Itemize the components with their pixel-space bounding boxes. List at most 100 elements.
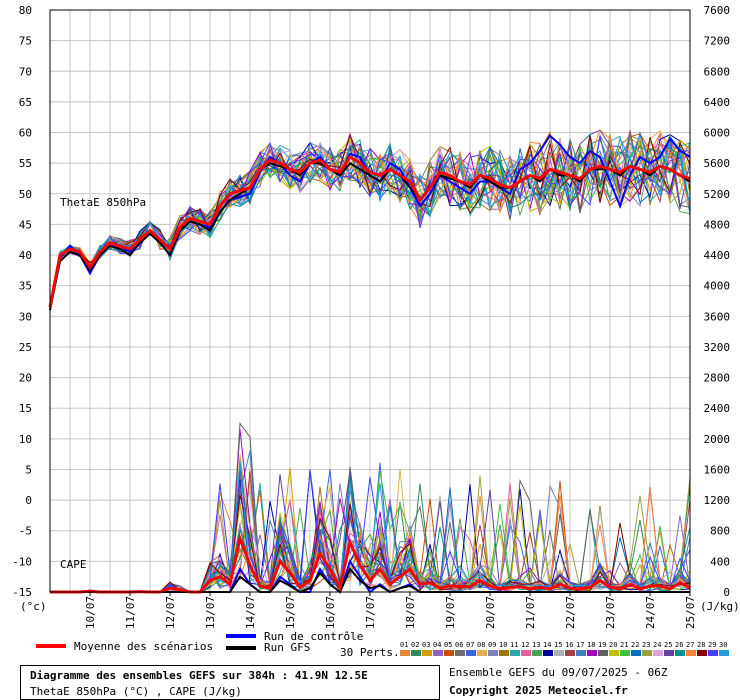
x-tick-label: 19/07	[444, 596, 457, 629]
x-tick-label: 16/07	[324, 596, 337, 629]
chart-subtitle: ThetaE 850hPa (°C) , CAPE (J/kg)	[30, 685, 242, 698]
pert-swatch	[543, 650, 553, 656]
left-tick-label: 50	[19, 188, 32, 201]
pert-swatch	[422, 650, 432, 656]
pert-number: 24	[653, 641, 661, 649]
right-tick-label: 3200	[704, 341, 731, 354]
pert-swatch	[653, 650, 663, 656]
pert-number: 28	[697, 641, 705, 649]
left-tick-label: 35	[19, 280, 32, 293]
pert-swatch	[609, 650, 619, 656]
x-tick-label: 10/07	[84, 596, 97, 629]
x-tick-label: 17/07	[364, 596, 377, 629]
pert-swatch	[576, 650, 586, 656]
x-tick-label: 20/07	[484, 596, 497, 629]
pert-swatch	[675, 650, 685, 656]
pert-number: 14	[543, 641, 551, 649]
left-tick-label: -5	[19, 525, 32, 538]
right-tick-label: 2800	[704, 372, 731, 385]
legend-gfs-label: Run GFS	[264, 641, 310, 654]
left-axis-unit: (°c)	[20, 600, 47, 613]
pert-swatch	[444, 650, 454, 656]
pert-swatch	[642, 650, 652, 656]
pert-swatch	[554, 650, 564, 656]
x-tick-label: 18/07	[404, 596, 417, 629]
left-tick-label: -15	[12, 586, 32, 599]
right-tick-label: 6800	[704, 65, 731, 78]
right-tick-label: 5600	[704, 157, 731, 170]
right-tick-label: 4000	[704, 280, 731, 293]
pert-swatch	[686, 650, 696, 656]
pert-swatch	[719, 650, 729, 656]
pert-number: 07	[466, 641, 474, 649]
date-tick-labels: 10/07 11/07 12/07 13/07 14/07 15/07 16/07 17/07…	[84, 592, 697, 629]
left-tick-label: 20	[19, 372, 32, 385]
left-tick-label: 10	[19, 433, 32, 446]
left-tick-label: 15	[19, 402, 32, 415]
left-tick-label: 70	[19, 65, 32, 78]
x-tick-label: 11/07	[124, 596, 137, 629]
right-tick-label: 0	[723, 586, 730, 599]
legend-mean-label: Moyenne des scénarios	[74, 640, 213, 653]
pert-number: 29	[708, 641, 716, 649]
pert-swatch	[532, 650, 542, 656]
pert-swatch	[664, 650, 674, 656]
right-tick-label: 2400	[704, 402, 731, 415]
pert-swatch	[433, 650, 443, 656]
right-tick-label: 3600	[704, 310, 731, 323]
legend-control-label: Run de contrôle	[264, 630, 363, 643]
pert-number: 30	[719, 641, 727, 649]
left-tick-label: 75	[19, 35, 32, 48]
pert-swatch	[631, 650, 641, 656]
pert-number: 18	[587, 641, 595, 649]
x-tick-label: 21/07	[524, 596, 537, 629]
x-tick-label: 12/07	[164, 596, 177, 629]
pert-swatch	[477, 650, 487, 656]
x-tick-label: 22/07	[564, 596, 577, 629]
ensemble-run-info: Ensemble GEFS du 09/07/2025 - 06Z	[449, 666, 668, 679]
right-tick-label: 6000	[704, 127, 731, 140]
right-tick-label: 2000	[704, 433, 731, 446]
left-tick-label: 80	[19, 4, 32, 17]
pert-number: 17	[576, 641, 584, 649]
pert-swatch	[708, 650, 718, 656]
pert-number: 19	[598, 641, 606, 649]
left-tick-label: 0	[25, 494, 32, 507]
pert-number: 04	[433, 641, 441, 649]
x-tick-label: 13/07	[204, 596, 217, 629]
left-tick-label: 5	[25, 463, 32, 476]
left-tick-label: 60	[19, 127, 32, 140]
legend-perts-label: 30 Perts.	[340, 646, 400, 659]
legend: Moyenne des scénarios Run de contrôle Ru…	[36, 630, 729, 659]
pert-number: 22	[631, 641, 639, 649]
right-tick-label: 400	[710, 555, 730, 568]
x-tick-label: 23/07	[604, 596, 617, 629]
left-tick-label: 30	[19, 310, 32, 323]
right-tick-label: 7200	[704, 35, 731, 48]
pert-number: 20	[609, 641, 617, 649]
x-tick-label: 15/07	[284, 596, 297, 629]
pert-swatch	[565, 650, 575, 656]
pert-number: 13	[532, 641, 540, 649]
chart-title: Diagramme des ensembles GEFS sur 384h : …	[30, 669, 368, 682]
pert-number: 11	[510, 641, 518, 649]
left-tick-label: 40	[19, 249, 32, 262]
right-tick-label: 4800	[704, 218, 731, 231]
right-axis-unit: (J/kg)	[700, 600, 740, 613]
pert-swatch	[587, 650, 597, 656]
perturbation-legend: 01 02 03 04 05 06 07 08 09 10 11 12 13 14 15 16 17 18 19 20…	[400, 641, 729, 656]
pert-swatch	[400, 650, 410, 656]
left-tick-label: 45	[19, 218, 32, 231]
pert-number: 12	[521, 641, 529, 649]
pert-number: 10	[499, 641, 507, 649]
pert-number: 01	[400, 641, 408, 649]
pert-number: 03	[422, 641, 430, 649]
pert-number: 21	[620, 641, 628, 649]
left-tick-label: 65	[19, 96, 32, 109]
pert-number: 25	[664, 641, 672, 649]
pert-swatch	[697, 650, 707, 656]
pert-swatch	[598, 650, 608, 656]
right-tick-label: 5200	[704, 188, 731, 201]
